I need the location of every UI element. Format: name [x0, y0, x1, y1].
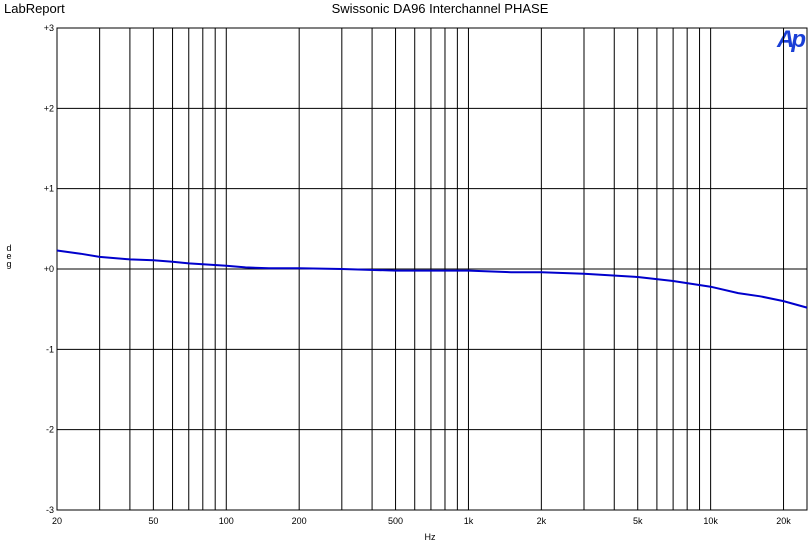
- x-tick-label: 50: [148, 516, 158, 526]
- logo: Ap: [776, 26, 805, 53]
- header: LabReport: [4, 1, 65, 16]
- x-tick-label: 500: [388, 516, 403, 526]
- x-tick-label: 20: [52, 516, 62, 526]
- y-tick-label: +1: [44, 184, 54, 194]
- x-tick-label: 20k: [776, 516, 791, 526]
- y-tick-label: -1: [46, 344, 54, 354]
- x-tick-label: 10k: [703, 516, 718, 526]
- y-tick-label: +2: [44, 103, 54, 113]
- y-tick-label: +3: [44, 23, 54, 33]
- x-tick-label: 200: [292, 516, 307, 526]
- chart-title: Swissonic DA96 Interchannel PHASE: [332, 1, 549, 16]
- x-tick-label: 1k: [464, 516, 474, 526]
- y-tick-label: -2: [46, 425, 54, 435]
- data-line: [56, 249, 808, 309]
- y-tick-label: -3: [46, 505, 54, 515]
- y-axis-label: deg: [4, 243, 14, 269]
- x-tick-label: 2k: [537, 516, 547, 526]
- y-tick-label: +0: [44, 264, 54, 274]
- x-axis-label: Hz: [425, 532, 436, 542]
- x-tick-label: 5k: [633, 516, 643, 526]
- x-tick-label: 100: [219, 516, 234, 526]
